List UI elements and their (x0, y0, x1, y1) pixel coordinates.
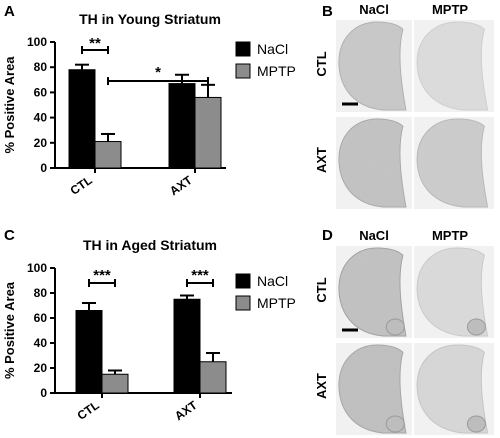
panel-letter-d: D (322, 227, 333, 244)
section-texture (417, 21, 488, 110)
y-tick-label: 100 (27, 35, 47, 49)
micrograph-tile (336, 20, 412, 112)
micrograph-tile (414, 343, 494, 435)
y-tick-label: 40 (34, 111, 48, 125)
section-texture (417, 118, 488, 207)
x-tick-label: AXT (167, 173, 195, 199)
x-tick-label: AXT (172, 398, 200, 424)
significance-label: ** (89, 35, 101, 52)
legend-swatch-mptp (235, 295, 251, 311)
legend-label-nacl: NaCl (257, 273, 288, 289)
x-tick-label: CTL (75, 398, 102, 423)
y-tick-label: 100 (27, 261, 47, 275)
legend-swatch-nacl (235, 273, 251, 289)
y-tick-label: 40 (34, 336, 48, 350)
row-header-ctl: CTL (314, 277, 329, 302)
bar-nacl (168, 83, 196, 169)
section-texture (338, 247, 406, 336)
col-header-mptp: MPTP (432, 228, 468, 243)
section-texture (338, 21, 406, 110)
bar-mptp (94, 141, 122, 169)
bar-mptp (101, 373, 129, 394)
section-texture (417, 247, 488, 336)
bar-nacl (173, 298, 201, 394)
y-tick-label: 60 (34, 311, 48, 325)
bar-mptp (194, 96, 222, 169)
y-tick-label: 20 (34, 136, 48, 150)
bar-mptp (199, 361, 227, 394)
significance-label: *** (191, 267, 209, 284)
micrograph-tile (336, 343, 412, 435)
commissure-feature (385, 415, 405, 433)
col-header-nacl: NaCl (359, 2, 389, 17)
legend-swatch-nacl (235, 41, 251, 57)
y-axis-label: % Positive Area (2, 56, 17, 154)
y-tick-label: 80 (34, 286, 48, 300)
y-tick-label: 0 (40, 161, 47, 175)
micrograph-tile (414, 117, 494, 209)
micrograph-tile (414, 246, 494, 338)
significance-label: * (155, 64, 161, 81)
col-header-nacl: NaCl (359, 228, 389, 243)
col-header-mptp: MPTP (432, 2, 468, 17)
micrograph-grid-b: NaCl MPTP CTL AXT (314, 2, 494, 209)
significance-label: *** (93, 267, 111, 284)
y-axis-label: % Positive Area (2, 281, 17, 379)
legend-swatch-mptp (235, 63, 251, 79)
micrograph-tile (414, 20, 494, 112)
panel-letter-c: C (4, 227, 15, 244)
legend-label-nacl: NaCl (257, 41, 288, 57)
chart-aged-striatum: TH in Aged Striatum % Positive Area 0 20 40 6… (2, 237, 296, 423)
chart-title: TH in Aged Striatum (83, 237, 217, 253)
y-tick-label: 20 (34, 361, 48, 375)
commissure-feature (385, 318, 405, 336)
micrograph-grid-d: NaCl MPTP CTL AXT (314, 228, 494, 435)
bar-nacl (75, 310, 103, 394)
y-tick-label: 60 (34, 85, 48, 99)
legend-label-mptp: MPTP (257, 63, 296, 79)
section-texture (417, 344, 488, 433)
chart-young-striatum: TH in Young Striatum % Positive Area 0 20 40… (2, 11, 296, 198)
y-tick-label: 80 (34, 60, 48, 74)
commissure-feature (466, 415, 486, 433)
section-texture (338, 118, 406, 207)
row-header-axt: AXT (314, 373, 329, 399)
micrograph-tile (336, 117, 412, 209)
commissure-feature (466, 318, 486, 336)
chart-title: TH in Young Striatum (79, 11, 221, 27)
section-texture (338, 344, 406, 433)
row-header-ctl: CTL (314, 51, 329, 76)
panel-letter-a: A (4, 3, 15, 20)
y-tick-label: 0 (40, 386, 47, 400)
bar-nacl (68, 69, 96, 169)
micrograph-tile (336, 246, 412, 338)
row-header-axt: AXT (314, 147, 329, 173)
legend-label-mptp: MPTP (257, 295, 296, 311)
panel-letter-b: B (322, 3, 333, 20)
x-tick-label: CTL (68, 173, 95, 198)
